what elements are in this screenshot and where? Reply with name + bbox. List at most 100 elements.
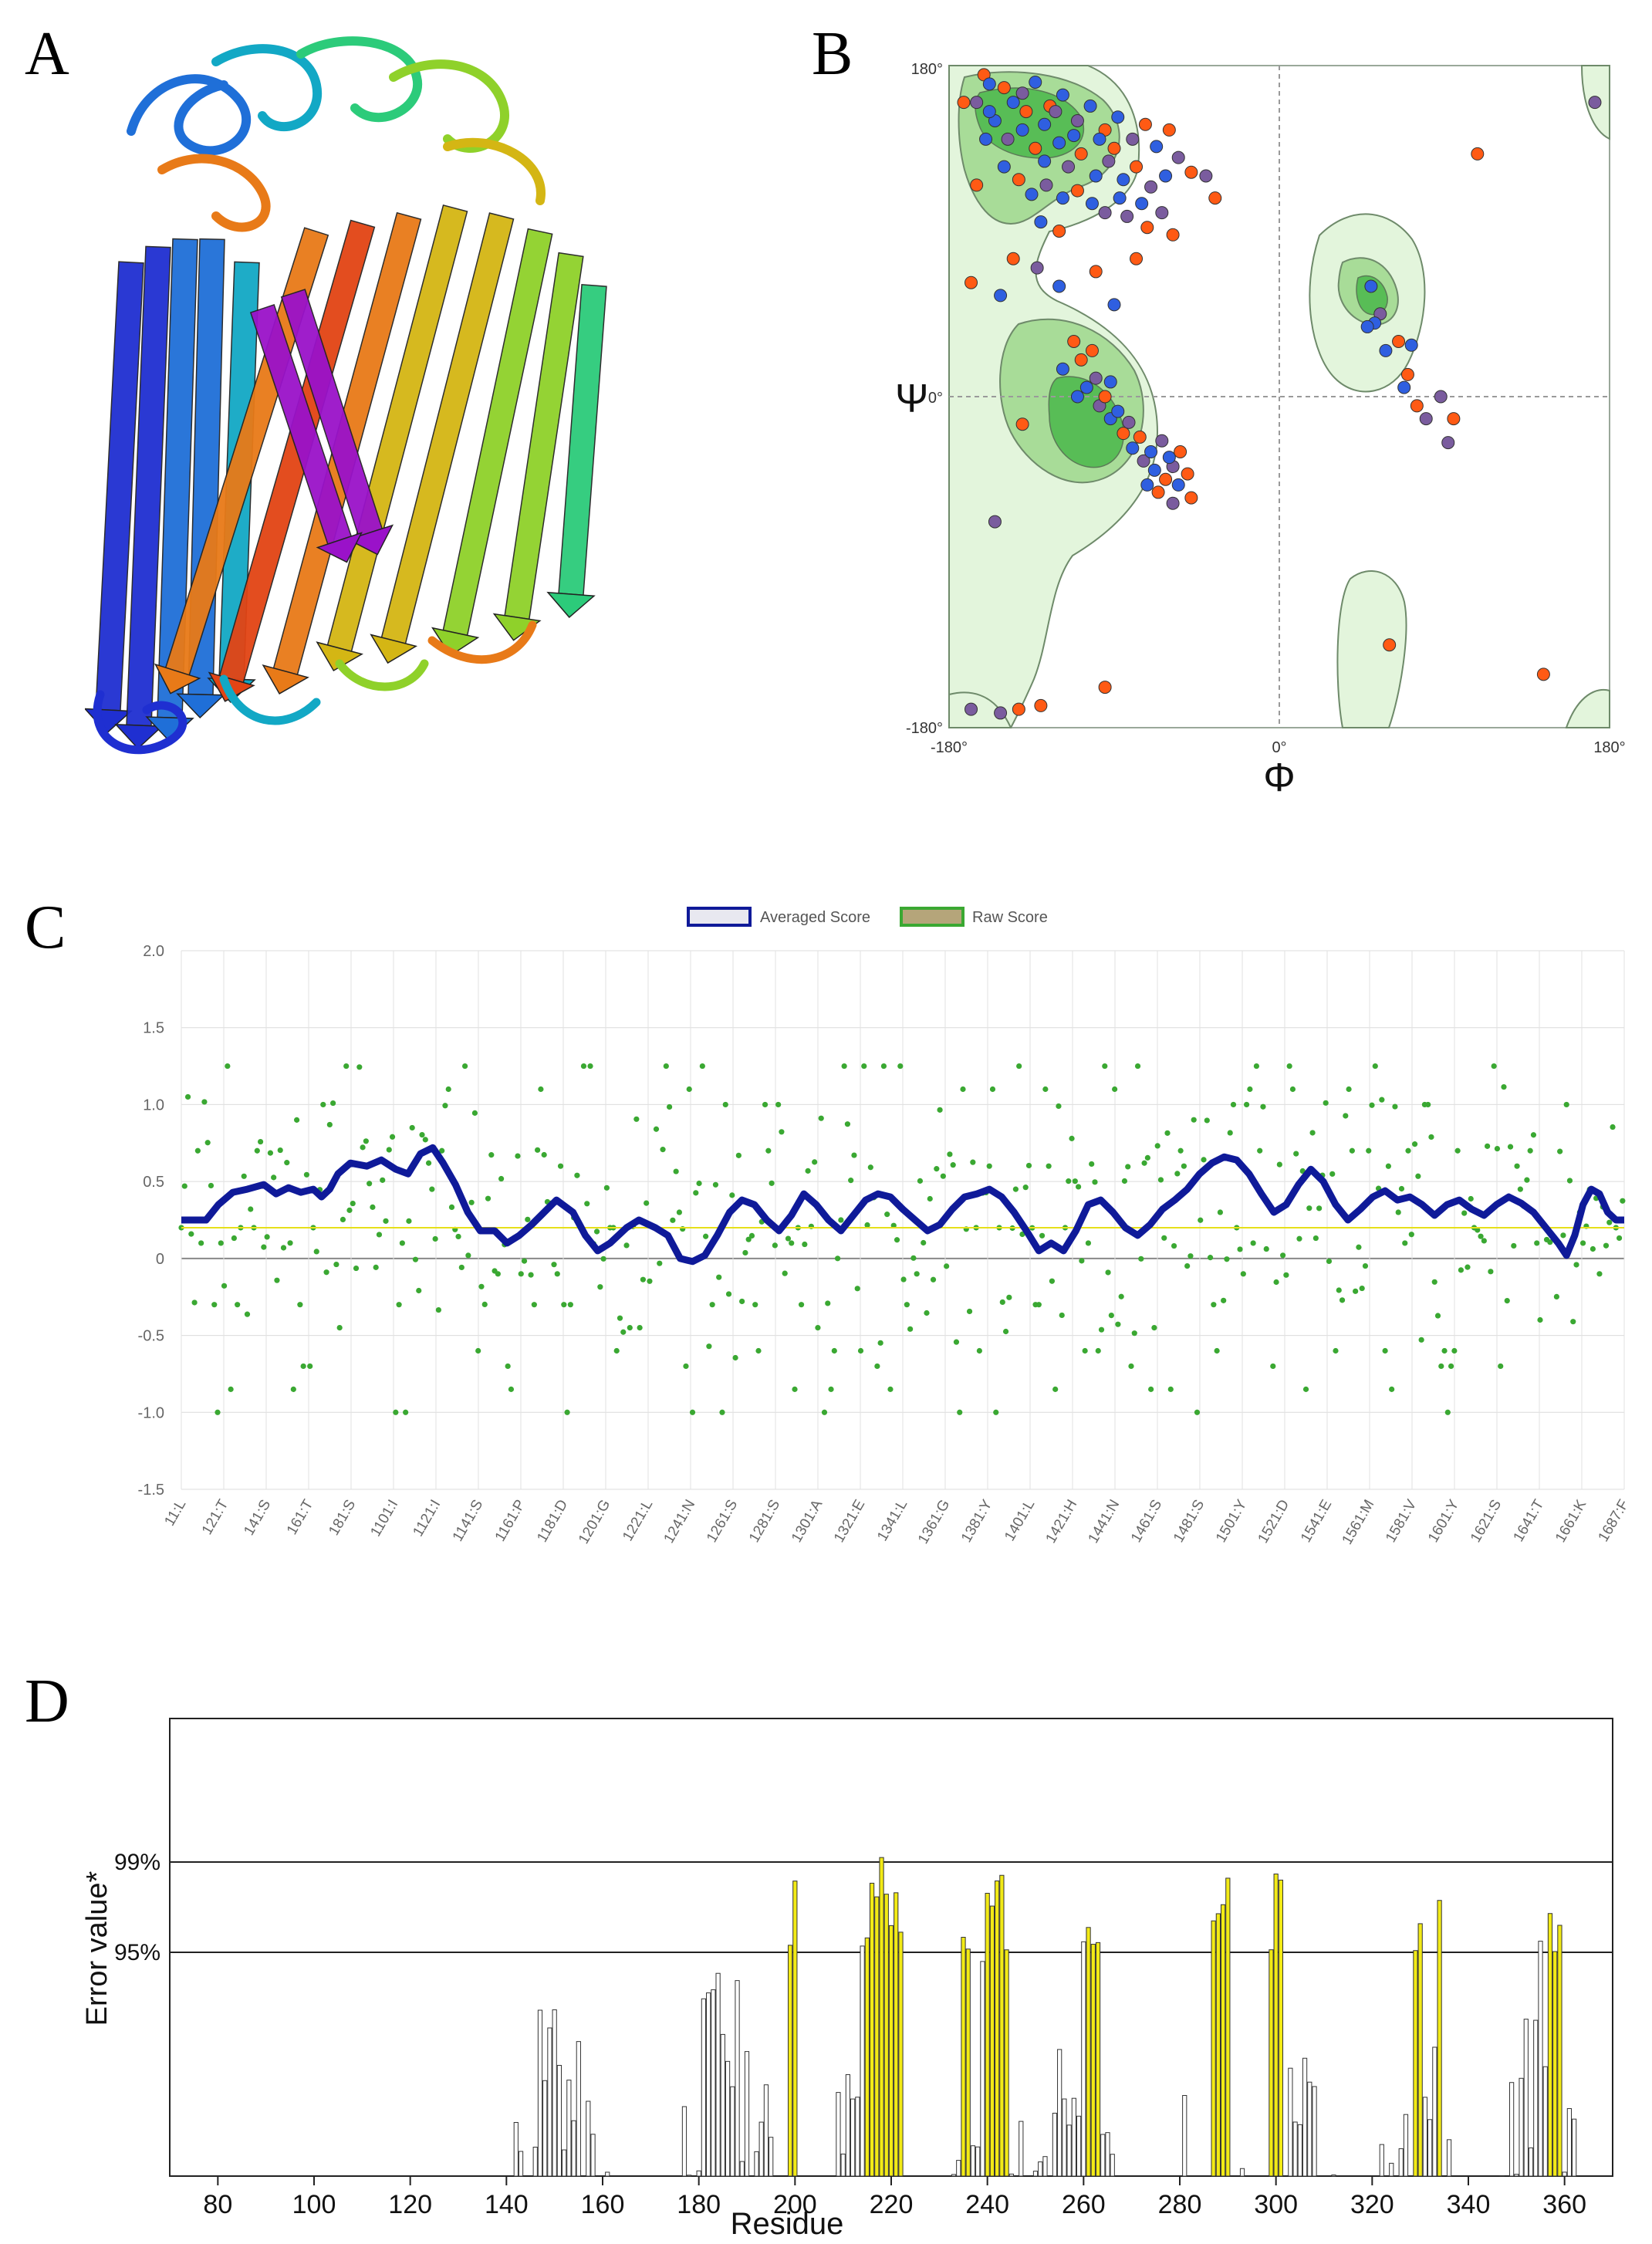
hydro-raw-point <box>670 1217 676 1223</box>
hydro-raw-point <box>937 1107 943 1113</box>
hydro-y-tick: -0.5 <box>138 1328 164 1345</box>
hydro-raw-point <box>838 1217 844 1223</box>
errat-bar <box>1538 1941 1543 2177</box>
rama-point <box>1155 206 1169 220</box>
errat-bar <box>1379 2144 1384 2177</box>
errat-bar <box>836 2092 841 2177</box>
hydro-raw-point <box>930 1276 937 1283</box>
errat-bar <box>1542 2066 1548 2177</box>
hydro-raw-point <box>861 1063 867 1070</box>
rama-point <box>1364 279 1378 293</box>
loop-strand <box>93 690 187 755</box>
hydro-x-tick: 1601:Y <box>1425 1497 1462 1546</box>
errat-bar <box>744 2051 750 2177</box>
hydro-raw-point <box>333 1261 340 1268</box>
hydro-x-tick: 1461:S <box>1128 1497 1165 1546</box>
hydro-raw-point <box>1498 1363 1504 1370</box>
hydro-raw-point <box>1260 1103 1266 1110</box>
errat-bar-high <box>1269 1949 1274 2177</box>
rama-point <box>1471 147 1485 161</box>
errat-bar <box>586 2100 591 2177</box>
rama-point <box>1147 463 1161 477</box>
hydro-raw-point <box>386 1147 392 1153</box>
rama-point <box>1397 380 1411 394</box>
errat-bar <box>769 2137 774 2177</box>
hydro-raw-point <box>739 1298 745 1305</box>
hydro-legend: Averaged Score Raw Score <box>687 907 1048 927</box>
hydro-raw-point <box>584 1201 590 1207</box>
hydro-raw-point <box>1296 1235 1302 1242</box>
hydro-raw-point <box>1214 1347 1220 1354</box>
legend-averaged-swatch <box>687 907 752 927</box>
hydro-raw-point <box>960 1086 966 1093</box>
hydro-x-tick: 1181:D <box>534 1497 571 1545</box>
loop-strand <box>296 36 423 123</box>
hydro-x-tick: 1641:T <box>1511 1497 1548 1545</box>
hydro-raw-point <box>1025 1162 1032 1169</box>
hydro-raw-point <box>686 1086 692 1093</box>
rama-point <box>1184 165 1198 179</box>
hydro-raw-point <box>653 1126 660 1132</box>
hydro-raw-point <box>383 1218 389 1224</box>
rama-point <box>1089 265 1103 279</box>
legend-raw-label: Raw Score <box>972 909 1048 926</box>
rama-point <box>1039 178 1053 192</box>
hydro-raw-point <box>1431 1279 1437 1285</box>
hydro-raw-point <box>1056 1103 1062 1110</box>
errat-x-tick: 220 <box>870 2190 914 2219</box>
hydro-x-tick: 1141:S <box>450 1497 487 1544</box>
hydro-raw-point <box>1312 1235 1319 1242</box>
errat-bar <box>758 2121 764 2177</box>
errat-bar <box>763 2084 769 2177</box>
hydro-x-tick: 1341:L <box>874 1497 910 1544</box>
errat-bar <box>701 1998 707 2177</box>
hydro-raw-point <box>798 1302 805 1308</box>
hydro-raw-point <box>1134 1063 1141 1070</box>
hydro-x-tick: 1201:G <box>576 1497 613 1546</box>
rama-point <box>1162 451 1176 465</box>
hydro-raw-point <box>218 1240 224 1246</box>
hydro-raw-point <box>211 1302 218 1308</box>
hydro-raw-point <box>326 1121 333 1128</box>
rama-point <box>1536 667 1550 681</box>
hydro-raw-point <box>1128 1363 1134 1370</box>
errat-bar <box>1519 2077 1524 2177</box>
rama-point <box>970 96 984 110</box>
hydro-raw-point <box>666 1103 673 1110</box>
hydro-raw-point <box>1411 1141 1418 1147</box>
hydro-raw-points <box>178 1063 1626 1415</box>
errat-bars <box>513 1857 1577 2177</box>
errat-x-tick: 360 <box>1542 2190 1586 2219</box>
hydro-raw-point <box>353 1265 360 1272</box>
rama-point <box>1379 343 1393 357</box>
rama-point <box>1098 390 1112 404</box>
rama-point <box>1062 160 1076 174</box>
rama-point <box>1137 454 1150 468</box>
hydro-raw-point <box>637 1325 643 1331</box>
hydro-raw-point <box>432 1235 438 1242</box>
errat-bar-high <box>787 1945 793 2177</box>
hydro-raw-point <box>1161 1235 1167 1241</box>
hydro-raw-point <box>551 1262 557 1268</box>
rama-point <box>1111 110 1125 124</box>
hydro-raw-point <box>627 1325 633 1331</box>
rama-point <box>1111 404 1125 418</box>
loop-strand <box>211 44 323 132</box>
errat-x-ticks: 80 100 120 140 160 180 200 220 240 260 280 300 320 34… <box>203 2176 1586 2219</box>
errat-x-tick: 120 <box>388 2190 432 2219</box>
hydro-raw-point <box>422 1137 428 1143</box>
hydro-raw-point <box>841 1063 847 1070</box>
hydro-raw-point <box>455 1233 461 1240</box>
errat-x-tick: 100 <box>292 2190 336 2219</box>
errat-bar <box>850 2098 856 2177</box>
strand-arrowhead <box>316 641 363 672</box>
hydro-raw-point <box>445 1086 451 1093</box>
hydro-raw-point <box>228 1386 234 1392</box>
hydro-x-tick: 1421:H <box>1043 1497 1081 1546</box>
hydro-raw-point <box>515 1153 521 1159</box>
hydro-raw-point <box>1089 1161 1095 1168</box>
hydro-raw-point <box>703 1233 709 1239</box>
hydro-raw-point <box>993 1409 999 1415</box>
rama-point <box>1015 417 1029 431</box>
hydro-raw-point <box>660 1147 666 1153</box>
